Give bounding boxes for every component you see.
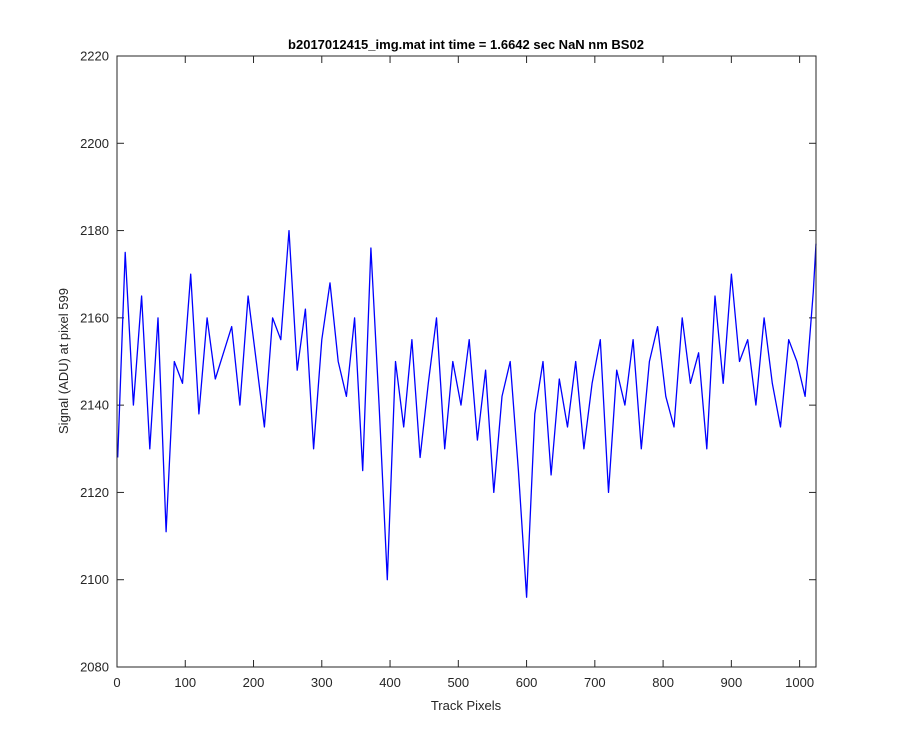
chart-title: b2017012415_img.mat int time = 1.6642 se… [288,37,644,52]
x-tick-label: 0 [113,675,120,690]
axis-ticks [116,55,816,668]
y-tick-label: 2160 [80,310,109,325]
y-tick-label: 2180 [80,223,109,238]
x-tick-label: 400 [379,675,401,690]
x-tick-label: 900 [721,675,743,690]
x-tick-label: 600 [516,675,538,690]
y-tick-labels: 2080 2100 2120 2140 2160 2180 2200 2220 [80,49,109,675]
x-tick-label: 1000 [785,675,814,690]
y-tick-label: 2080 [80,660,109,675]
y-tick-label: 2220 [80,49,109,64]
y-tick-label: 2100 [80,572,109,587]
x-tick-label: 200 [243,675,265,690]
y-tick-label: 2120 [80,485,109,500]
x-tick-label: 800 [652,675,674,690]
x-tick-label: 700 [584,675,606,690]
y-axis-label: Signal (ADU) at pixel 599 [56,288,71,434]
x-tick-labels: 0 100 200 300 400 500 600 700 800 900 1000 [113,675,814,690]
y-tick-label: 2140 [80,398,109,413]
x-tick-label: 300 [311,675,333,690]
x-tick-label: 500 [447,675,469,690]
x-tick-label: 100 [174,675,196,690]
y-tick-label: 2200 [80,136,109,151]
axes-box [116,55,817,668]
series-line [117,229,817,598]
x-axis-label: Track Pixels [431,698,502,713]
